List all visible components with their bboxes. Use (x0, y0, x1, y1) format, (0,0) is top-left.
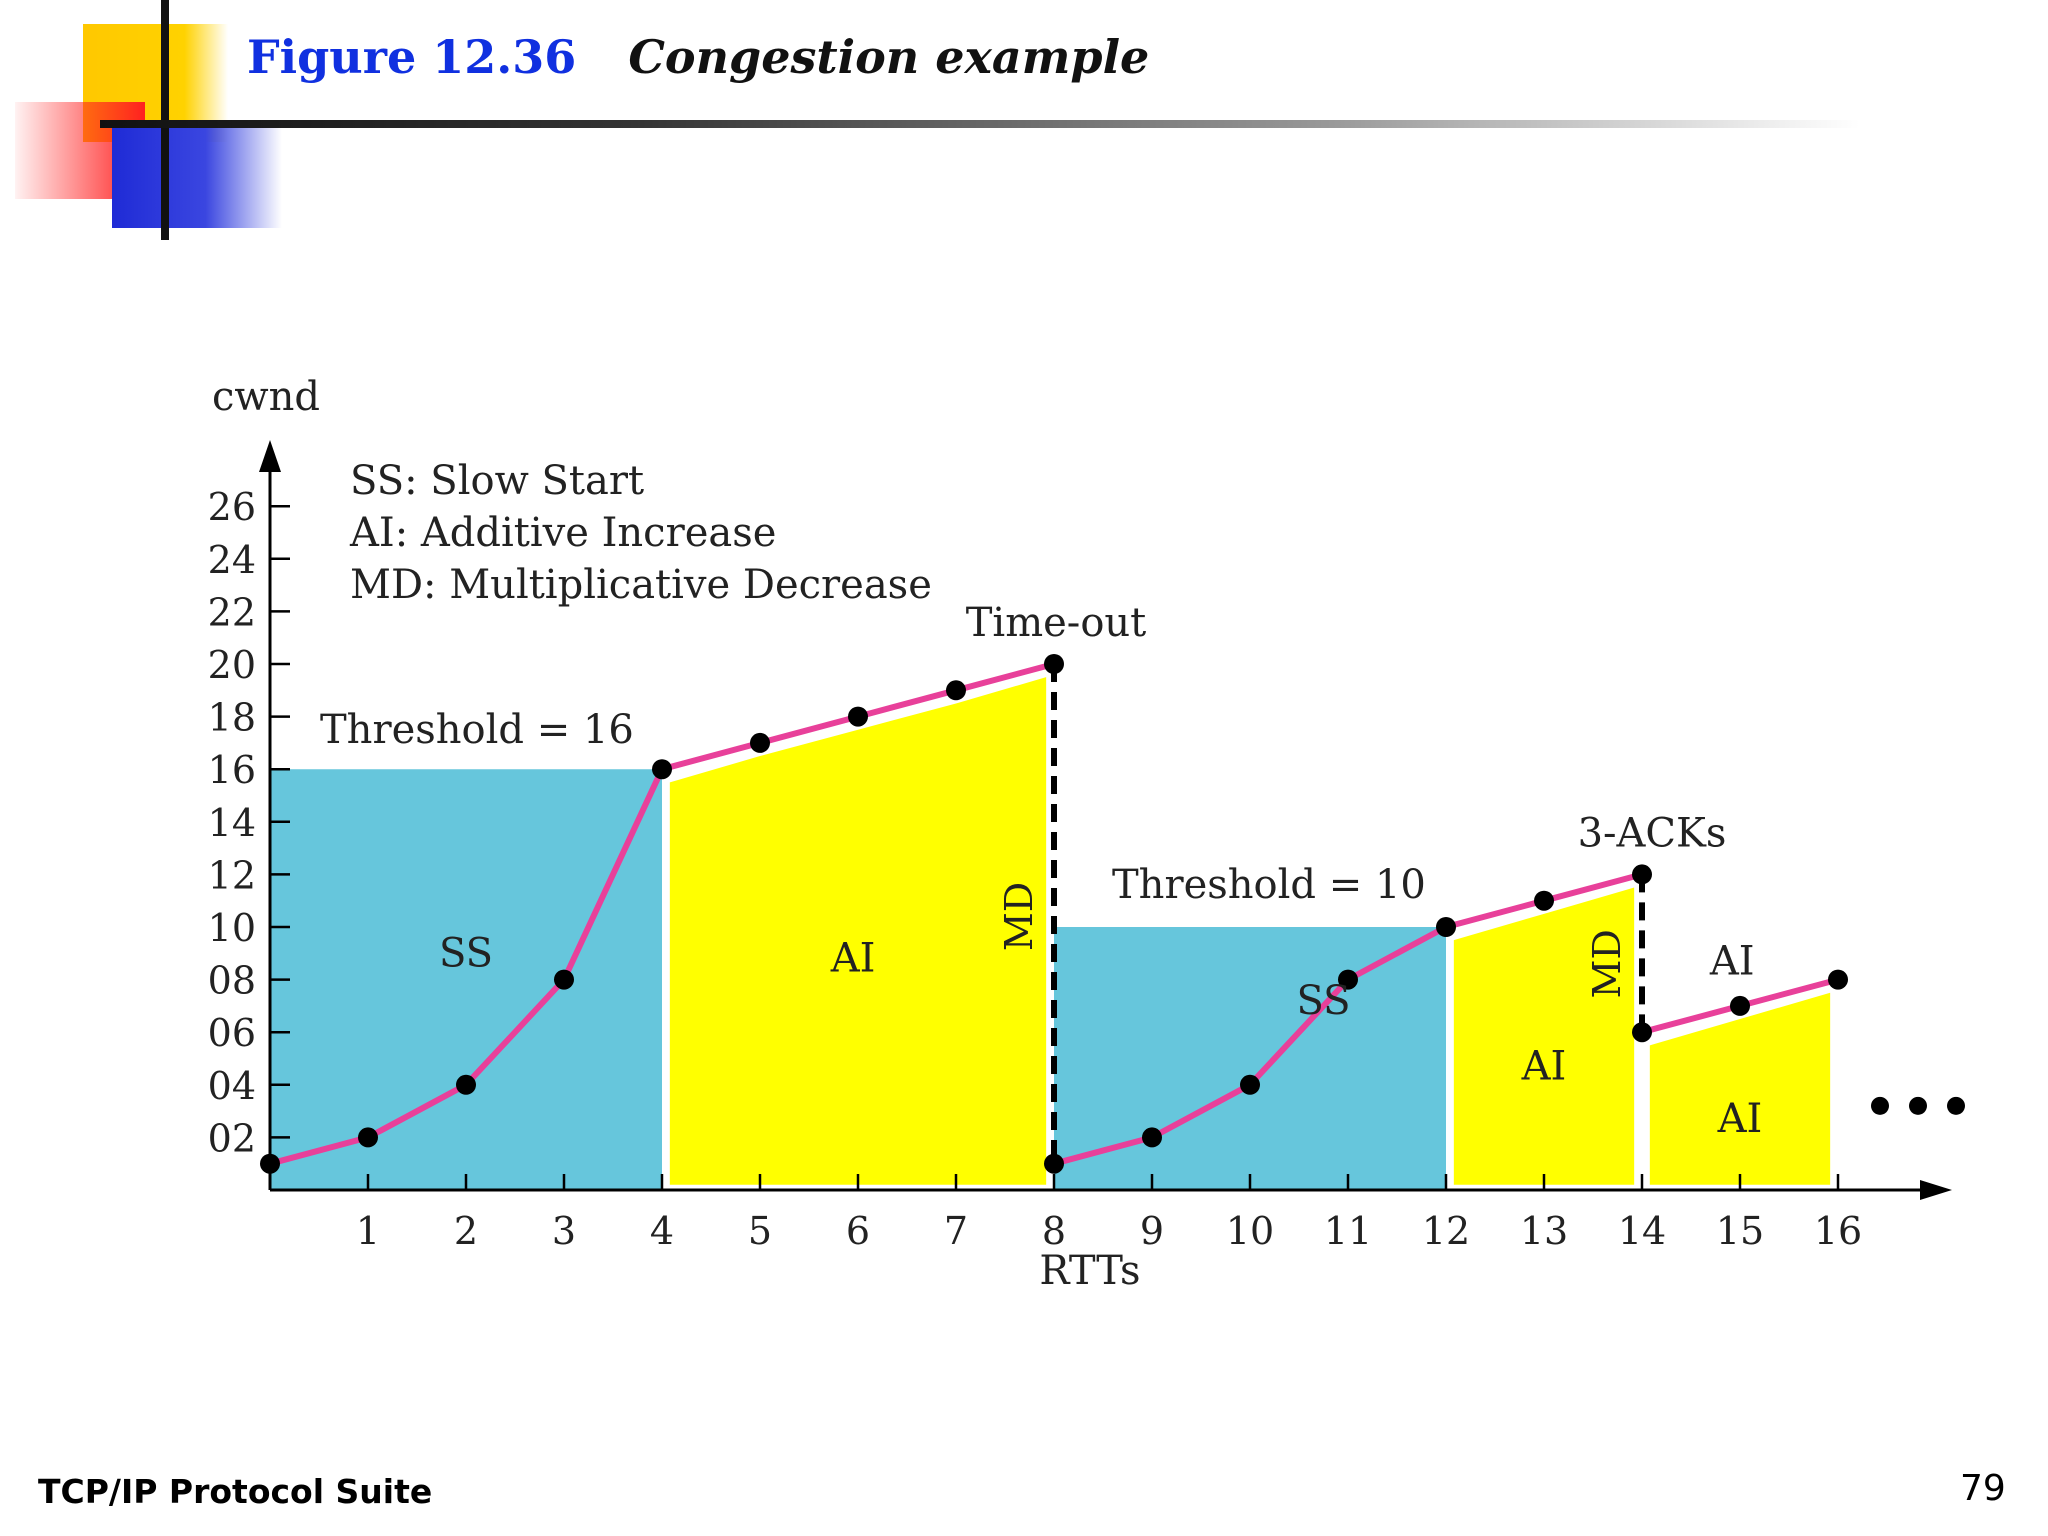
cwnd-point-7 (946, 680, 966, 701)
continuation-dot-0 (1871, 1096, 1889, 1115)
cwnd-point-0 (260, 1153, 280, 1174)
phase-regions (270, 677, 1831, 1190)
cwnd-point-13 (1436, 917, 1456, 937)
region-label-2: SS (1296, 978, 1350, 1024)
region-label-1: AI (830, 936, 876, 982)
cwnd-point-9 (1044, 1153, 1064, 1174)
y-tick-label-18: 18 (208, 696, 256, 740)
y-tick-label-10: 10 (208, 906, 256, 950)
x-tick-label-10: 10 (1226, 1209, 1274, 1253)
cwnd-point-11 (1240, 1074, 1260, 1095)
cwnd-point-4 (652, 759, 672, 780)
legend-entry-2: MD: Multiplicative Decrease (350, 562, 932, 608)
decor-blue-square (112, 128, 282, 228)
cwnd-point-8 (1044, 654, 1064, 674)
cwnd-point-3 (554, 969, 574, 990)
x-tick-label-5: 5 (748, 1209, 772, 1253)
y-tick-label-06: 06 (208, 1011, 256, 1055)
cwnd-point-17 (1730, 995, 1750, 1016)
cwnd-point-18 (1828, 969, 1848, 990)
ss-region-2 (1054, 927, 1446, 1190)
legend-entry-1: AI: Additive Increase (349, 510, 776, 556)
continuation-dot-1 (1909, 1096, 1927, 1115)
cwnd-point-1 (358, 1127, 378, 1148)
x-tick-label-16: 16 (1814, 1209, 1862, 1253)
x-tick-label-11: 11 (1324, 1209, 1372, 1253)
y-tick-label-26: 26 (208, 485, 256, 529)
region-label-0: SS (439, 930, 493, 976)
cwnd-point-12 (1338, 969, 1358, 990)
x-tick-label-6: 6 (846, 1209, 870, 1253)
y-tick-label-22: 22 (208, 590, 256, 634)
ai-region-4 (1649, 992, 1831, 1185)
continuation-dots: ••• (1871, 1096, 1965, 1115)
x-tick-label-4: 4 (650, 1209, 674, 1253)
y-tick-label-08: 08 (208, 959, 256, 1003)
event-label-1: 3-ACKs (1578, 810, 1727, 856)
continuation-dot-2 (1947, 1096, 1965, 1115)
cwnd-point-2 (456, 1074, 476, 1095)
y-tick-label-16: 16 (208, 748, 256, 792)
x-tick-label-14: 14 (1618, 1209, 1666, 1253)
y-axis-arrow (259, 440, 281, 472)
x-tick-label-13: 13 (1520, 1209, 1568, 1253)
x-tick-label-3: 3 (552, 1209, 576, 1253)
page-number: 79 (1960, 1468, 2006, 1509)
threshold-label-0: Threshold = 16 (320, 707, 634, 753)
cwnd-point-10 (1142, 1127, 1162, 1148)
figure-caption: Congestion example (628, 30, 1150, 84)
chart-labels: SS: Slow Start AI: Additive Increase MD: M… (320, 458, 1965, 1142)
drop-events: MD Time-out MD 3-ACKs (966, 600, 1727, 1164)
cwnd-point-6 (848, 706, 868, 727)
y-tick-label-14: 14 (208, 801, 256, 845)
ai-region-3 (1453, 887, 1635, 1185)
x-tick-label-15: 15 (1716, 1209, 1764, 1253)
cwnd-point-16 (1632, 1022, 1652, 1043)
ss-region-0 (270, 769, 662, 1190)
footer-text: TCP/IP Protocol Suite (38, 1472, 433, 1511)
y-tick-label-24: 24 (208, 538, 256, 582)
md-label-0: MD (997, 882, 1041, 951)
y-tick-label-20: 20 (208, 643, 256, 687)
threshold-label-1: Threshold = 10 (1112, 862, 1426, 908)
cwnd-point-5 (750, 732, 770, 753)
x-tick-label-8: 8 (1042, 1209, 1066, 1253)
x-tick-label-1: 1 (356, 1209, 380, 1253)
cwnd-points (260, 654, 1848, 1174)
x-tick-label-9: 9 (1140, 1209, 1164, 1253)
ai-region-1 (669, 677, 1047, 1185)
x-axis-label: RTTs (1039, 1248, 1140, 1294)
y-axis-label: cwnd (212, 374, 320, 420)
y-tick-label-02: 02 (208, 1116, 256, 1160)
legend-entry-0: SS: Slow Start (350, 458, 644, 504)
cwnd-point-14 (1534, 890, 1554, 911)
cwnd-point-15 (1632, 864, 1652, 885)
y-tick-label-04: 04 (208, 1064, 256, 1108)
figure-number: Figure 12.36 (247, 30, 577, 84)
slide-title: Figure 12.36 Congestion example (247, 30, 1149, 84)
event-label-0: Time-out (966, 600, 1147, 646)
x-axis-arrow (1920, 1180, 1952, 1200)
region-label-3: AI (1521, 1044, 1567, 1090)
x-tick-label-2: 2 (454, 1209, 478, 1253)
decor-horizontal-line (100, 120, 1860, 128)
region-label-4: AI (1717, 1096, 1763, 1142)
y-tick-label-12: 12 (208, 853, 256, 897)
x-tick-label-12: 12 (1422, 1209, 1470, 1253)
x-tick-label-7: 7 (944, 1209, 968, 1253)
md-label-1: MD (1585, 929, 1629, 998)
region-label-extra: AI (1709, 938, 1755, 984)
